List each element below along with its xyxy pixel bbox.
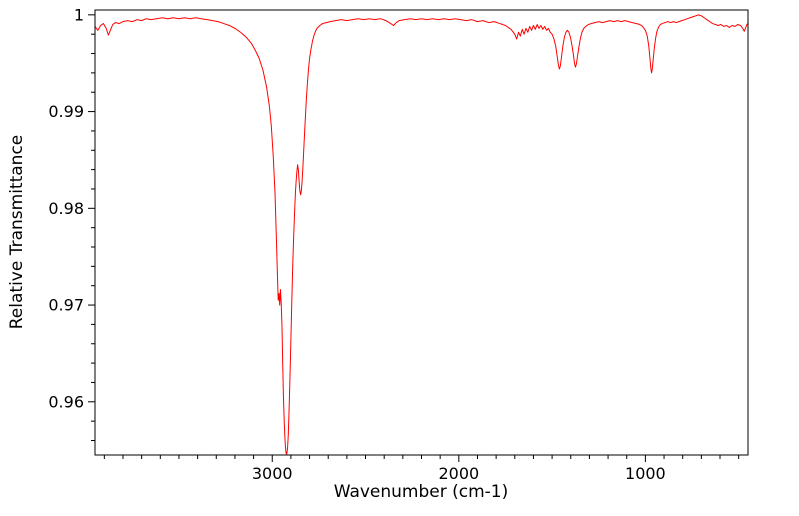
- x-tick-label: 3000: [252, 464, 293, 483]
- y-tick-label: 1: [74, 5, 84, 24]
- y-axis-tick-labels: 0.96 0.97 0.98 0.99 1: [48, 5, 84, 411]
- x-axis-major-ticks: [271, 455, 646, 462]
- x-axis-title: Wavenumber (cm-1): [334, 482, 509, 502]
- y-axis-major-ticks: [88, 14, 95, 403]
- y-axis-minor-ticks: [91, 33, 95, 441]
- y-tick-label: 0.98: [48, 199, 84, 218]
- y-tick-label: 0.96: [48, 392, 84, 411]
- spectrum-line: [94, 14, 749, 455]
- x-axis-minor-ticks: [103, 455, 740, 459]
- plot-frame: [94, 9, 749, 456]
- y-tick-label: 0.97: [48, 296, 84, 315]
- x-axis-tick-labels: 3000 2000 1000: [252, 464, 666, 483]
- y-tick-label: 0.99: [48, 102, 84, 121]
- x-tick-label: 2000: [438, 464, 479, 483]
- y-axis-title: Relative Transmittance: [7, 135, 27, 330]
- x-tick-label: 1000: [625, 464, 666, 483]
